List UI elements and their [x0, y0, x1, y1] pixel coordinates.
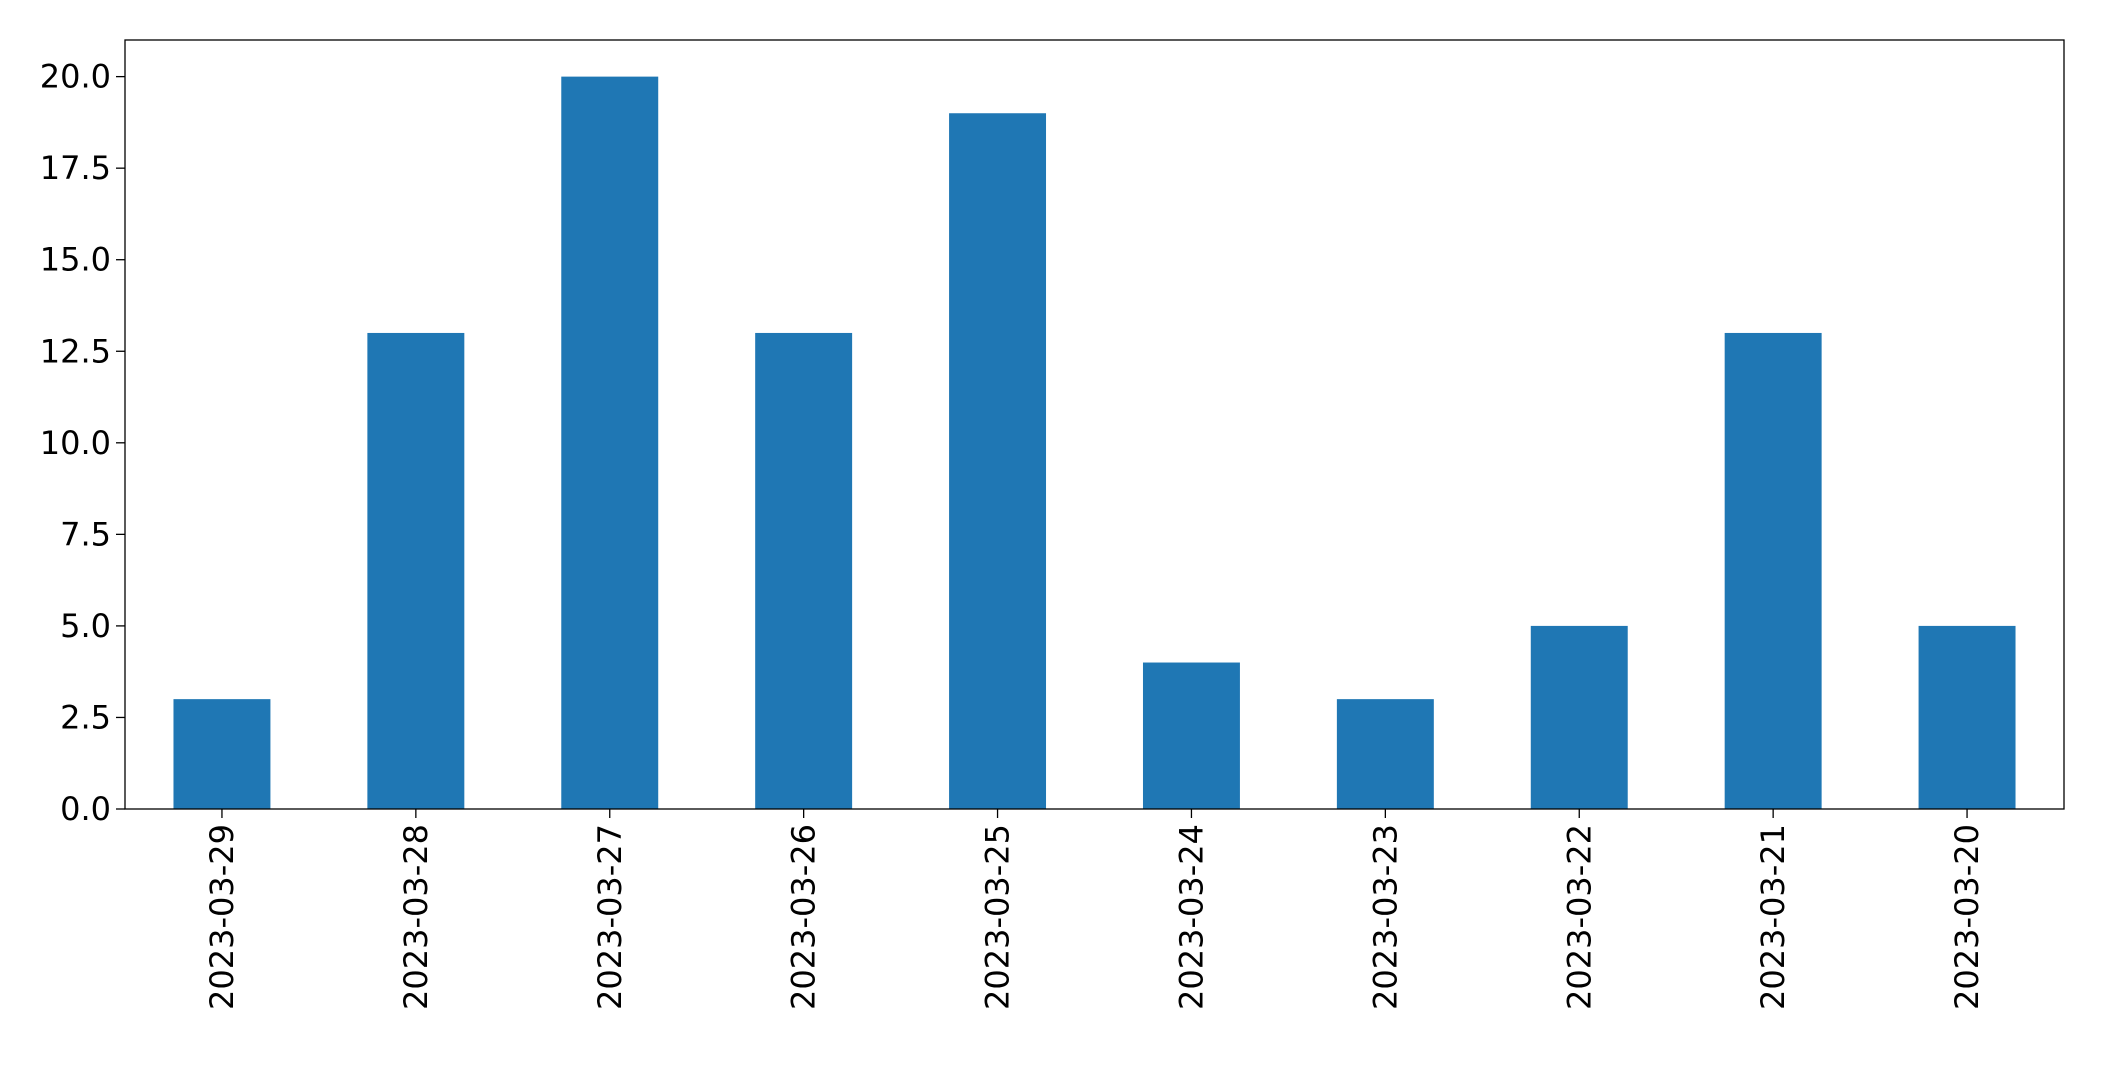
- y-tick-label: 10.0: [40, 424, 111, 462]
- y-tick-label: 12.5: [40, 332, 111, 370]
- x-tick-label: 2023-03-23: [1366, 824, 1404, 1010]
- bar: [949, 113, 1047, 809]
- bar: [1724, 332, 1822, 809]
- x-tick-label: 2023-03-29: [203, 824, 241, 1010]
- y-tick-label: 0.0: [60, 790, 111, 828]
- x-tick-label: 2023-03-20: [1948, 824, 1986, 1010]
- bar: [755, 332, 853, 809]
- bar: [1336, 699, 1434, 809]
- x-tick-label: 2023-03-27: [591, 824, 629, 1010]
- x-tick-label: 2023-03-21: [1754, 824, 1792, 1010]
- y-tick-label: 20.0: [40, 58, 111, 96]
- x-tick-label: 2023-03-28: [397, 824, 435, 1010]
- x-tick-label: 2023-03-22: [1560, 824, 1598, 1010]
- x-tick-label: 2023-03-24: [1172, 824, 1210, 1010]
- bar: [367, 332, 465, 809]
- y-tick-label: 7.5: [60, 515, 111, 553]
- bar: [561, 76, 659, 810]
- y-tick-label: 17.5: [40, 149, 111, 187]
- y-tick-label: 2.5: [60, 698, 111, 736]
- plot-frame: [124, 39, 2065, 810]
- bar: [1142, 662, 1240, 809]
- x-tick-label: 2023-03-25: [979, 824, 1017, 1010]
- y-tick-label: 15.0: [40, 241, 111, 279]
- bar: [173, 699, 271, 809]
- x-tick-label: 2023-03-26: [785, 824, 823, 1010]
- bar: [1918, 625, 2016, 809]
- y-tick-label: 5.0: [60, 607, 111, 645]
- bar: [1530, 625, 1628, 809]
